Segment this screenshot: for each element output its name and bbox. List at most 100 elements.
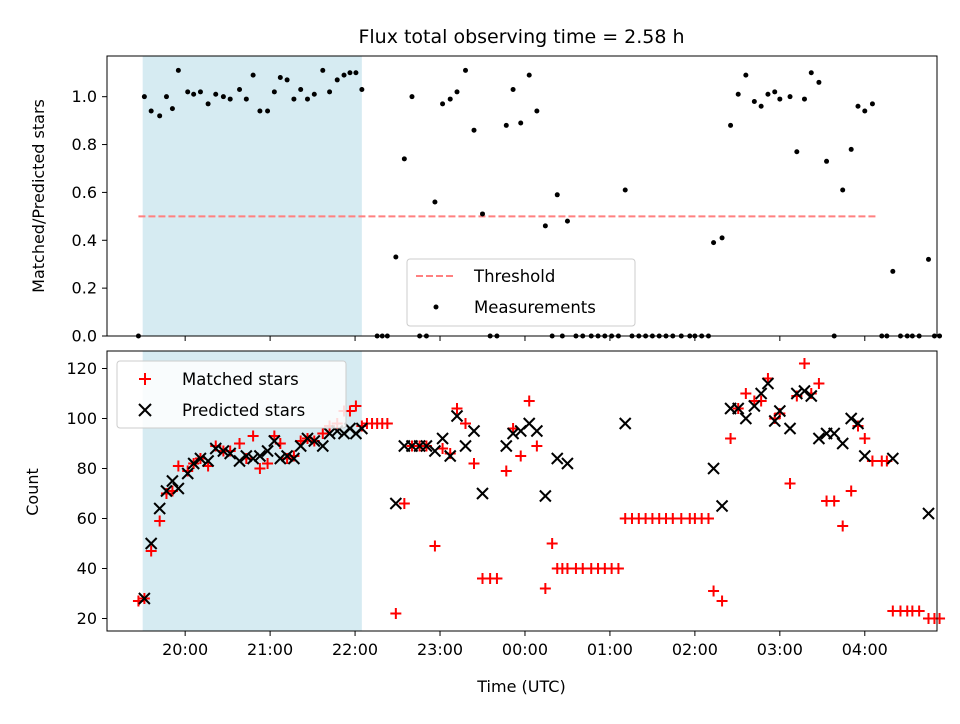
predicted-star-marker [209,442,222,455]
matched-star-marker [755,395,767,407]
x-tick-label: 22:00 [332,640,378,659]
measurement-point [243,96,249,102]
bottom-legend: Matched stars Predicted stars [116,360,347,429]
measurement-point [205,101,211,107]
measurement-point [359,87,365,93]
measurement-point [250,72,256,78]
bottom-y-axis-label: Count [23,468,42,516]
measurement-point [227,96,233,102]
measurement-point [735,91,741,97]
measurement-point [728,122,734,128]
predicted-star-marker [790,387,804,400]
measurement-point [327,89,333,95]
predicted-star-marker [530,424,544,438]
top-axes-frame [106,55,938,337]
x-axis-label: Time (UTC) [476,677,565,696]
measurement-point [719,235,725,241]
matched-stars-series [132,358,946,624]
predicted-star-marker [715,499,729,513]
y-tick-label: 20 [77,609,97,628]
matched-star-marker [845,485,857,497]
matched-star-marker [262,458,274,469]
matched-star-marker [539,583,551,594]
observing-window-band [142,56,362,336]
predicted-star-marker [172,482,185,495]
measurement-point [890,268,896,274]
predicted-star-marker [217,444,230,458]
bottom-axes-frame [106,350,938,632]
measurement-point [794,149,800,155]
matched-star-marker [468,458,480,469]
matched-star-marker [491,573,503,584]
predicted-star-marker [181,467,194,480]
measurement-point [622,187,628,193]
predicted-star-marker [844,412,858,425]
predicted-star-marker [506,427,520,440]
top-x-ticks [184,336,866,341]
matched-star-marker [317,428,329,439]
x-tick-label: 20:00 [162,640,208,659]
matched-star-marker [546,538,558,549]
top-legend-box [406,258,636,327]
predicted-star-marker [827,427,841,440]
matched-star-marker [612,563,624,574]
measurement-point [409,94,415,100]
measurements-series [135,67,943,339]
bottom-legend-box [116,360,347,429]
predicted-star-marker [389,497,403,510]
y-tick-label: 40 [77,559,97,578]
predicted-star-marker [450,409,464,423]
legend-matched-swatch [139,373,151,385]
top-panel: 0.0 0.2 0.4 0.6 0.8 1.0 Matched/Predicted sta… [29,55,943,346]
x-tick-label: 04:00 [842,640,888,659]
matched-star-marker [437,443,449,454]
legend-predicted-label: Predicted stars [182,401,305,420]
measurement-point [765,91,771,97]
measurement-point [284,77,290,83]
measurement-point [141,94,147,100]
matched-star-marker [740,388,752,399]
measurement-point [175,67,181,73]
matched-star-marker [837,520,849,532]
y-tick-label: 0.2 [72,279,97,298]
matched-star-marker [515,450,527,462]
measurement-point [163,94,169,100]
matched-star-marker [500,465,512,477]
top-y-axis-label: Matched/Predicted stars [29,99,48,293]
x-tick-label: 02:00 [672,640,718,659]
measurement-point [341,72,347,78]
predicted-star-marker [268,434,281,448]
matched-star-marker [828,495,840,507]
predicted-star-marker [246,452,260,465]
matched-star-marker [934,613,946,624]
measurement-point [298,87,304,93]
matched-star-marker [381,418,393,429]
matched-star-marker [523,395,535,407]
predicted-star-marker [444,449,457,463]
measurement-point [304,96,310,102]
measurement-point [542,223,548,229]
measurement-point [862,108,868,114]
matched-star-marker [702,513,714,524]
measurement-point [148,108,154,114]
matched-star-marker [172,460,184,472]
measurement-point [526,72,532,78]
measurement-point [271,89,277,95]
y-tick-label: 120 [66,359,97,378]
measurement-point [869,101,875,107]
measurement-point [816,79,822,85]
legend-matched-label: Matched stars [182,370,299,389]
measurement-point [855,103,861,109]
predicted-star-marker [436,432,449,445]
predicted-star-marker [166,474,179,488]
measurement-point [401,156,407,162]
measurement-point [213,91,219,97]
measurement-point [777,96,783,102]
predicted-star-marker [274,452,287,465]
matched-star-marker [798,358,810,369]
measurement-point [510,87,516,93]
predicted-star-marker [459,439,472,453]
measurement-point [787,94,793,100]
measurement-point [534,108,540,114]
